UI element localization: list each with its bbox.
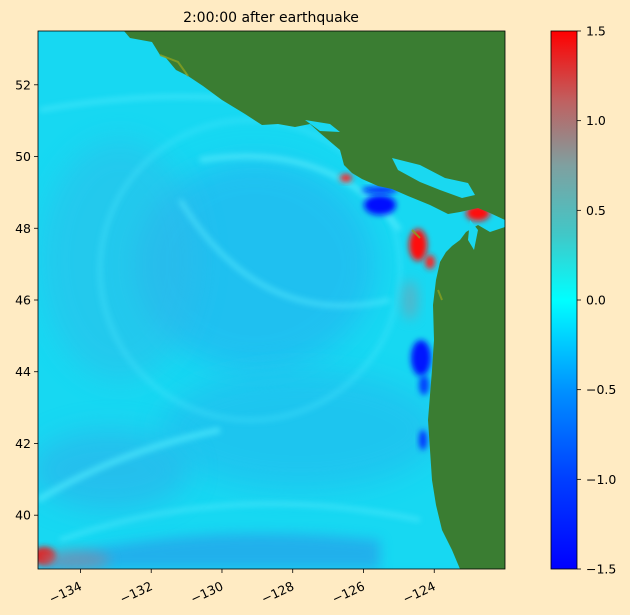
- colorbar-ticks: −1.5 −1.0 −0.5 0.0 0.5 1.0 1.5: [577, 24, 616, 577]
- colorbar-tick-label: 0.5: [586, 203, 606, 218]
- anomaly-blue-43n: [419, 375, 429, 395]
- x-tick-label: −128: [259, 578, 296, 606]
- anomaly-red-47n: [425, 255, 435, 269]
- anomaly-gray-sw: [40, 550, 110, 569]
- anomaly-red-coast: [409, 229, 427, 261]
- anomaly-red-49n: [340, 174, 352, 182]
- y-tick-label: 40: [15, 508, 31, 523]
- x-tick-label: −134: [47, 578, 84, 606]
- coastal-inlet: [305, 120, 340, 132]
- colorbar-tick-label: −1.5: [586, 562, 616, 577]
- anomaly-gray-coast: [402, 280, 418, 320]
- colorbar-tick-label: 0.0: [586, 293, 606, 308]
- x-tick-label: −130: [188, 578, 225, 606]
- x-tick-label: −132: [117, 578, 154, 606]
- anomaly-blue-44n: [411, 340, 431, 376]
- anomaly-blue-42n: [419, 430, 427, 450]
- y-tick-label: 48: [15, 221, 31, 236]
- wave-field-shading: [38, 94, 440, 569]
- colorbar-tick-label: 1.5: [586, 24, 606, 39]
- vancouver-island-strait: [392, 158, 475, 198]
- anomaly-blue-49n-strip: [362, 187, 398, 193]
- y-tick-label: 50: [15, 149, 31, 164]
- colorbar-gradient: [551, 31, 577, 569]
- x-axis: −134 −132 −130 −128 −126 −124: [47, 569, 438, 606]
- colorbar: −1.5 −1.0 −0.5 0.0 0.5 1.0 1.5: [550, 24, 616, 577]
- x-tick-label: −124: [400, 578, 437, 606]
- puget-sound: [468, 220, 478, 250]
- y-tick-label: 44: [15, 364, 31, 379]
- colorbar-tick-label: −1.0: [586, 472, 616, 487]
- colorbar-tick-label: −0.5: [586, 382, 616, 397]
- wave-anomalies: [38, 174, 490, 569]
- colorbar-tick-label: 1.0: [586, 113, 606, 128]
- anomaly-blue-48n: [364, 195, 396, 215]
- y-tick-label: 52: [15, 77, 31, 92]
- olive-coast-fringe: [159, 54, 443, 301]
- y-axis: 40 42 44 46 48 50 52: [15, 77, 38, 523]
- y-tick-label: 42: [15, 436, 31, 451]
- chart-title: 2:00:00 after earthquake: [183, 10, 359, 26]
- x-tick-label: −126: [330, 578, 367, 606]
- land: [124, 31, 505, 569]
- map-panel: [38, 31, 505, 569]
- y-tick-label: 46: [15, 293, 31, 308]
- queen-charlotte: [155, 33, 186, 75]
